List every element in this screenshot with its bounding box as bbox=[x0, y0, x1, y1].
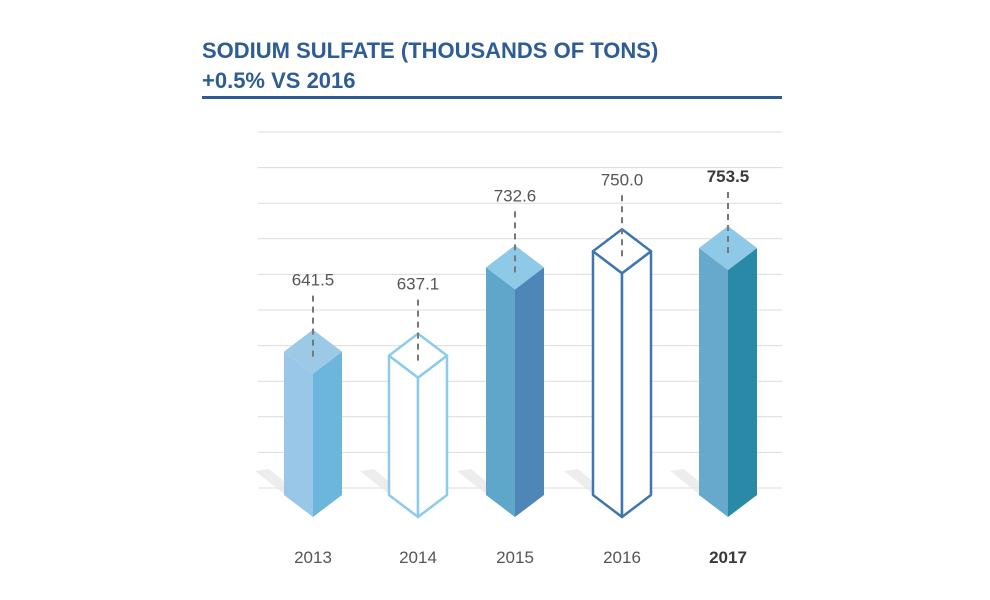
bar-face-right bbox=[416, 354, 449, 519]
chart-title: SODIUM SULFATE (THOUSANDS OF TONS) +0.5%… bbox=[202, 36, 658, 96]
value-label: 641.5 bbox=[292, 271, 335, 290]
value-label: 637.1 bbox=[397, 275, 440, 294]
value-label: 753.5 bbox=[707, 167, 750, 186]
bar-face-right bbox=[515, 267, 544, 517]
chart-title-line: SODIUM SULFATE (THOUSANDS OF TONS) bbox=[202, 38, 659, 63]
bar-face-right bbox=[728, 248, 757, 517]
bar-face-left bbox=[284, 351, 313, 517]
category-label: 2013 bbox=[294, 548, 332, 567]
value-label: 732.6 bbox=[494, 186, 537, 205]
bar-face-left bbox=[591, 250, 624, 519]
bar-face-right bbox=[313, 351, 342, 517]
value-label: 750.0 bbox=[601, 170, 644, 189]
category-label: 2016 bbox=[603, 548, 641, 567]
bar-face-left bbox=[699, 248, 728, 517]
bar-face-left bbox=[387, 354, 420, 519]
bar-face-left bbox=[486, 267, 515, 517]
bar-face-right bbox=[620, 250, 653, 519]
category-label: 2017 bbox=[709, 548, 747, 567]
title-underline bbox=[202, 96, 782, 99]
category-label: 2014 bbox=[399, 548, 437, 567]
category-label: 2015 bbox=[496, 548, 534, 567]
chart-subtitle: +0.5% VS 2016 bbox=[202, 68, 356, 93]
